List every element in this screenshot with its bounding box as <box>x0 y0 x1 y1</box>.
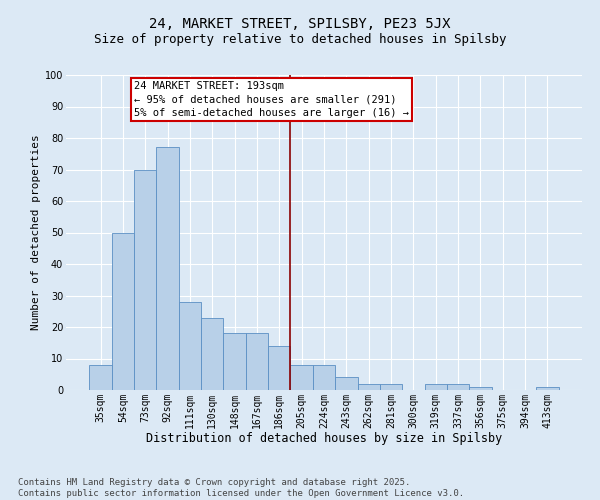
Text: Contains HM Land Registry data © Crown copyright and database right 2025.
Contai: Contains HM Land Registry data © Crown c… <box>18 478 464 498</box>
Bar <box>112 232 134 390</box>
Bar <box>134 170 157 390</box>
Text: 24, MARKET STREET, SPILSBY, PE23 5JX: 24, MARKET STREET, SPILSBY, PE23 5JX <box>149 18 451 32</box>
Y-axis label: Number of detached properties: Number of detached properties <box>31 134 41 330</box>
Bar <box>469 387 491 390</box>
Bar <box>223 334 246 390</box>
Text: 24 MARKET STREET: 193sqm
← 95% of detached houses are smaller (291)
5% of semi-d: 24 MARKET STREET: 193sqm ← 95% of detach… <box>134 82 409 118</box>
Bar <box>179 302 201 390</box>
Bar <box>380 384 402 390</box>
Bar <box>246 334 268 390</box>
Bar <box>536 387 559 390</box>
Bar <box>290 365 313 390</box>
X-axis label: Distribution of detached houses by size in Spilsby: Distribution of detached houses by size … <box>146 432 502 445</box>
Bar <box>425 384 447 390</box>
Bar <box>89 365 112 390</box>
Text: Size of property relative to detached houses in Spilsby: Size of property relative to detached ho… <box>94 32 506 46</box>
Bar <box>268 346 290 390</box>
Bar <box>447 384 469 390</box>
Bar <box>201 318 223 390</box>
Bar <box>157 148 179 390</box>
Bar <box>358 384 380 390</box>
Bar <box>313 365 335 390</box>
Bar <box>335 378 358 390</box>
